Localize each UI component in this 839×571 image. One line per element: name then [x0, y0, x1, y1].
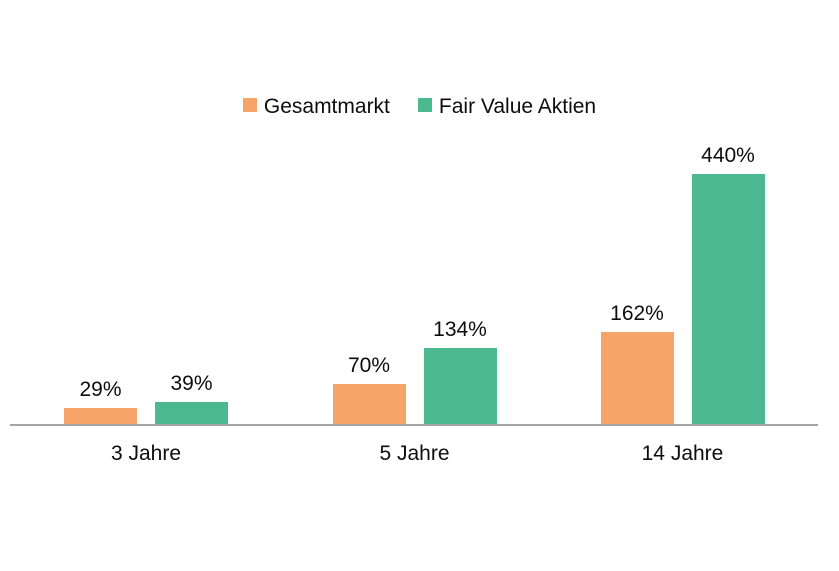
- bar-group-3-jahre: 29% 39%: [64, 372, 228, 424]
- bar-fair-value-aktien: [691, 174, 765, 424]
- bar-value-label: 440%: [701, 143, 755, 167]
- bar-gesamtmarkt: [600, 332, 674, 424]
- bar-cell: 39%: [155, 372, 228, 424]
- bar-value-label: 29%: [79, 377, 122, 401]
- legend-item-fair-value-aktien: Fair Value Aktien: [417, 95, 597, 118]
- legend: Gesamtmarkt Fair Value Aktien: [0, 95, 839, 118]
- bar-value-label: 70%: [347, 353, 391, 377]
- bar-cell: 70%: [332, 353, 406, 424]
- legend-label: Gesamtmarkt: [263, 95, 390, 118]
- bar-fair-value-aktien: [155, 402, 228, 424]
- bar-group-5-jahre: 70% 134%: [332, 317, 497, 424]
- legend-swatch-fair-value-aktien-icon: [417, 98, 432, 113]
- x-axis-line: [10, 424, 818, 426]
- bar-fair-value-aktien: [423, 348, 497, 424]
- bar-value-label: 39%: [170, 371, 213, 395]
- bar-value-label: 162%: [610, 301, 664, 325]
- category-label: 5 Jahre: [379, 442, 450, 465]
- legend-label: Fair Value Aktien: [438, 95, 597, 118]
- bar-cell: 162%: [600, 301, 674, 424]
- bar-cell: 134%: [423, 317, 497, 424]
- bar-cell: 29%: [64, 378, 137, 424]
- category-label: 14 Jahre: [641, 442, 724, 465]
- legend-swatch-gesamtmarkt-icon: [242, 98, 257, 113]
- bar-value-label: 134%: [433, 317, 487, 341]
- bar-cell: 440%: [691, 143, 765, 424]
- bar-gesamtmarkt: [332, 384, 406, 424]
- legend-item-gesamtmarkt: Gesamtmarkt: [242, 95, 390, 118]
- bar-group-14-jahre: 162% 440%: [600, 143, 765, 424]
- category-label: 3 Jahre: [110, 442, 182, 465]
- bar-gesamtmarkt: [64, 408, 137, 424]
